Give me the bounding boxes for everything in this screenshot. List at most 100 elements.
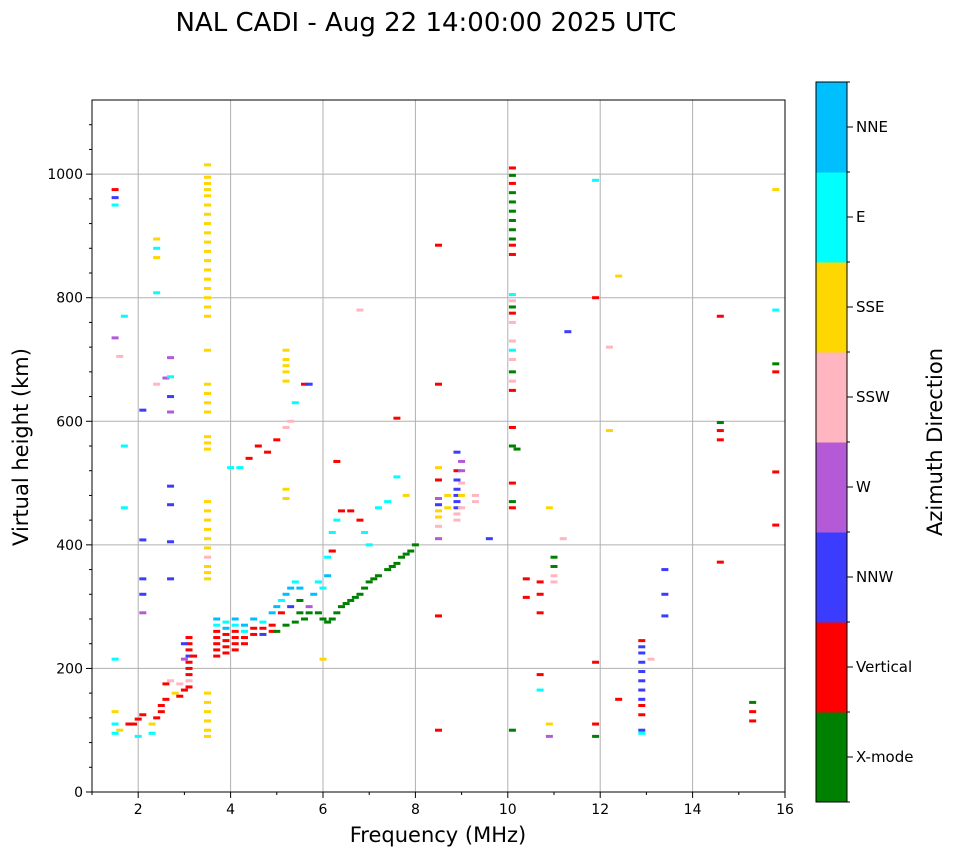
echo-point (204, 231, 211, 235)
echo-point (277, 611, 285, 615)
echo-point (305, 605, 313, 609)
echo-point (508, 243, 516, 247)
echo-point (204, 728, 211, 732)
echo-point (287, 605, 295, 609)
echo-point (435, 524, 442, 528)
echo-point (435, 537, 442, 541)
echo-point (347, 598, 355, 602)
echo-point (240, 629, 248, 633)
echo-point (356, 308, 364, 312)
echo-point (282, 348, 290, 352)
echo-point (508, 506, 516, 510)
echo-point (180, 657, 188, 661)
echo-point (356, 592, 364, 596)
echo-point (435, 466, 442, 470)
echo-point (458, 469, 466, 473)
echo-point (564, 330, 572, 334)
echo-point (615, 274, 623, 278)
echo-point (204, 259, 211, 263)
echo-point (291, 620, 299, 624)
echo-point (342, 602, 350, 606)
echo-point (453, 512, 461, 516)
echo-point (245, 456, 253, 460)
echo-point (180, 642, 188, 646)
echo-point (153, 382, 161, 386)
echo-point (231, 629, 239, 633)
colorbar-swatch (816, 82, 847, 173)
echo-point (508, 293, 516, 297)
echo-point (130, 722, 138, 726)
echo-point (259, 626, 267, 630)
echo-point (139, 713, 147, 717)
echo-point (204, 734, 211, 738)
y-tick-label: 1000 (47, 167, 83, 183)
echo-point (716, 438, 724, 442)
echo-point (273, 438, 281, 442)
y-tick-label: 800 (56, 291, 83, 307)
echo-point (204, 509, 211, 513)
echo-point (393, 416, 401, 420)
echo-point (508, 200, 516, 204)
echo-point (204, 555, 211, 559)
echo-point (471, 500, 479, 504)
echo-point (508, 311, 516, 315)
echo-point (638, 697, 646, 701)
echo-point (204, 537, 211, 541)
echo-point (716, 429, 724, 433)
echo-point (204, 296, 211, 300)
echo-point (259, 632, 267, 636)
echo-point (605, 345, 613, 349)
echo-point (402, 493, 410, 497)
echo-point (661, 592, 669, 596)
echo-point (638, 679, 646, 683)
echo-point (204, 194, 211, 198)
echo-point (384, 500, 392, 504)
echo-point (638, 728, 646, 732)
echo-point (522, 595, 530, 599)
echo-point (227, 466, 235, 470)
echo-point (333, 518, 341, 522)
y-tick-label: 600 (56, 414, 83, 430)
echo-point (314, 611, 322, 615)
echo-point (471, 493, 479, 497)
echo-point (370, 577, 378, 581)
echo-point (508, 299, 516, 303)
echo-point (508, 339, 516, 343)
echo-point (291, 401, 299, 405)
colorbar-swatch (816, 532, 847, 623)
echo-point (180, 688, 188, 692)
x-tick-label: 16 (776, 802, 794, 818)
echo-point (204, 391, 211, 395)
echo-point (453, 478, 461, 482)
echo-point (772, 470, 780, 474)
echo-point (204, 564, 211, 568)
echo-point (536, 592, 544, 596)
echo-point (139, 538, 147, 542)
echo-point (153, 246, 161, 250)
echo-point (204, 286, 211, 290)
colorbar-swatch (816, 712, 847, 803)
echo-point (435, 503, 442, 507)
echo-point (204, 691, 211, 695)
echo-point (508, 425, 516, 429)
echo-point (508, 228, 516, 232)
echo-point (254, 444, 262, 448)
x-tick-label: 8 (411, 802, 420, 818)
echo-point (204, 700, 211, 704)
echo-point (319, 617, 327, 621)
echo-point (185, 648, 193, 652)
echo-point (638, 688, 646, 692)
echo-point (333, 611, 341, 615)
echo-point (296, 611, 304, 615)
echo-point (148, 731, 156, 735)
echo-point (134, 734, 142, 738)
echo-point (453, 450, 461, 454)
echo-point (716, 421, 724, 425)
echo-point (139, 577, 147, 581)
echo-point (264, 450, 272, 454)
echo-point (222, 626, 230, 630)
echo-point (536, 688, 544, 692)
echo-point (222, 639, 230, 643)
echo-point (772, 188, 780, 192)
echo-point (240, 642, 248, 646)
